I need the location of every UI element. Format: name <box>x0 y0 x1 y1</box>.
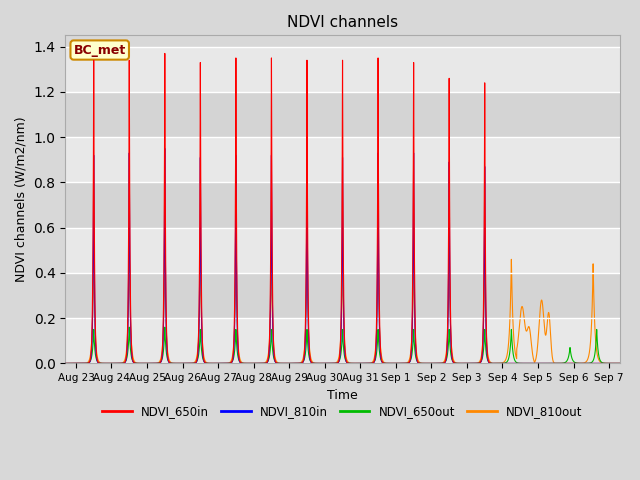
Legend: NDVI_650in, NDVI_810in, NDVI_650out, NDVI_810out: NDVI_650in, NDVI_810in, NDVI_650out, NDV… <box>98 401 588 423</box>
Bar <box>65 228 620 273</box>
Bar <box>65 137 620 182</box>
Bar <box>65 47 620 92</box>
Y-axis label: NDVI channels (W/m2/nm): NDVI channels (W/m2/nm) <box>15 117 28 282</box>
Text: BC_met: BC_met <box>74 44 126 57</box>
Bar <box>65 273 620 318</box>
Bar <box>65 92 620 137</box>
Title: NDVI channels: NDVI channels <box>287 15 398 30</box>
Bar <box>65 182 620 228</box>
Bar <box>65 318 620 363</box>
X-axis label: Time: Time <box>327 389 358 402</box>
